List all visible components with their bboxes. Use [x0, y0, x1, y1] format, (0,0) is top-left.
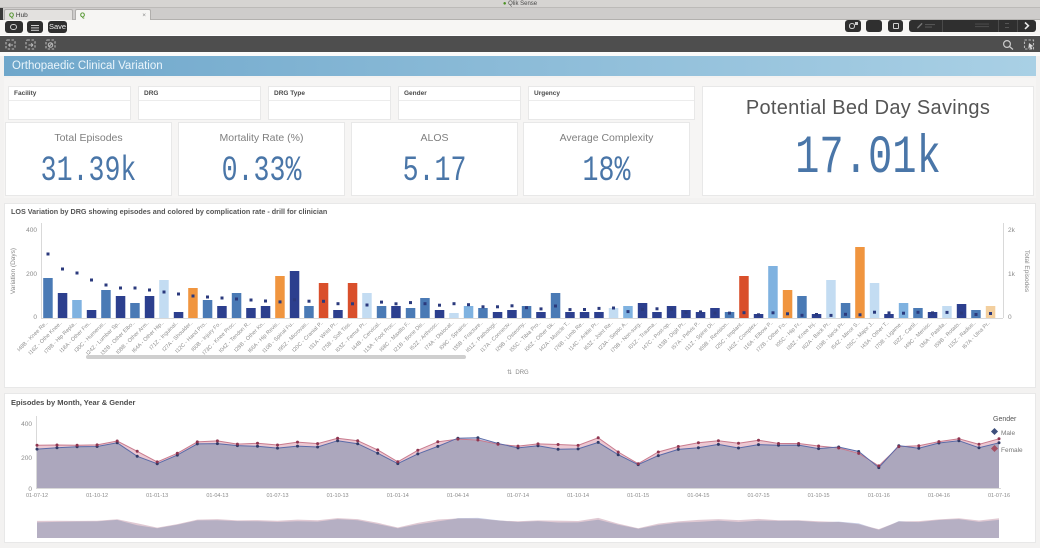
svg-text:1k: 1k	[1008, 271, 1016, 278]
svg-text:01-10-14: 01-10-14	[567, 493, 589, 499]
svg-text:200: 200	[26, 271, 37, 278]
svg-text:⇅ DRG: ⇅ DRG	[507, 370, 529, 376]
svg-text:01-04-14: 01-04-14	[447, 493, 469, 499]
svg-text:01-01-15: 01-01-15	[627, 493, 649, 499]
svg-text:01-10-12: 01-10-12	[86, 493, 108, 499]
svg-text:Variation (Days): Variation (Days)	[10, 248, 17, 294]
svg-text:01-01-13: 01-01-13	[146, 493, 168, 499]
svg-text:01-01-16: 01-01-16	[868, 493, 890, 499]
svg-text:0: 0	[1008, 314, 1012, 321]
svg-text:01-07-13: 01-07-13	[266, 493, 288, 499]
svg-text:2k: 2k	[1008, 227, 1016, 234]
svg-text:01-04-16: 01-04-16	[928, 493, 950, 499]
svg-text:01-01-14: 01-01-14	[387, 493, 409, 499]
svg-text:200: 200	[21, 455, 32, 462]
svg-text:Gender: Gender	[993, 416, 1017, 423]
svg-text:01-07-12: 01-07-12	[26, 493, 48, 499]
svg-text:0: 0	[28, 486, 32, 493]
svg-text:01-10-13: 01-10-13	[327, 493, 349, 499]
svg-text:01-07-14: 01-07-14	[507, 493, 529, 499]
svg-text:01-04-15: 01-04-15	[687, 493, 709, 499]
svg-text:Male: Male	[1001, 430, 1015, 437]
svg-text:Total Episodes: Total Episodes	[1023, 250, 1030, 293]
svg-text:400: 400	[21, 421, 32, 428]
svg-text:01-07-15: 01-07-15	[747, 493, 769, 499]
svg-text:Female: Female	[1001, 447, 1023, 454]
svg-text:400: 400	[26, 227, 37, 234]
svg-text:01-07-16: 01-07-16	[988, 493, 1010, 499]
svg-text:01-04-13: 01-04-13	[206, 493, 228, 499]
svg-text:01-10-15: 01-10-15	[808, 493, 830, 499]
svg-text:0: 0	[33, 314, 37, 321]
